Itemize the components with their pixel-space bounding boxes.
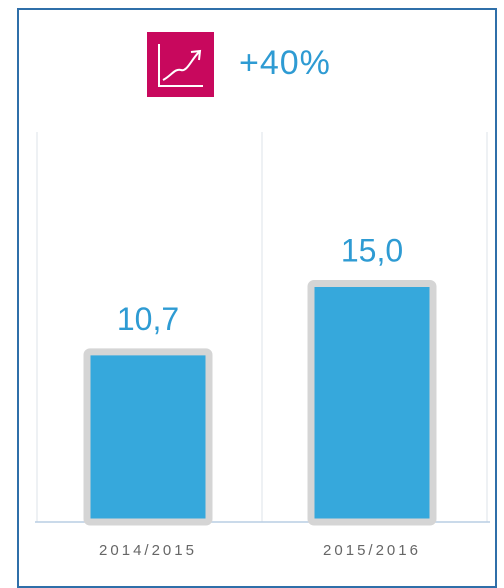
x-tick-label: 2014/2015 [99, 542, 197, 559]
bar-2014-2015 [83, 348, 213, 526]
change-percentage: +40% [239, 44, 331, 82]
bar-value-label: 15,0 [341, 233, 403, 269]
bar-chart: 10,7 2014/2015 15,0 2015/2016 [35, 132, 490, 559]
bar-value-label: 10,7 [117, 301, 179, 337]
trend-up-icon [147, 32, 214, 97]
bar-2015-2016 [307, 280, 437, 526]
x-tick-label: 2015/2016 [323, 542, 421, 559]
